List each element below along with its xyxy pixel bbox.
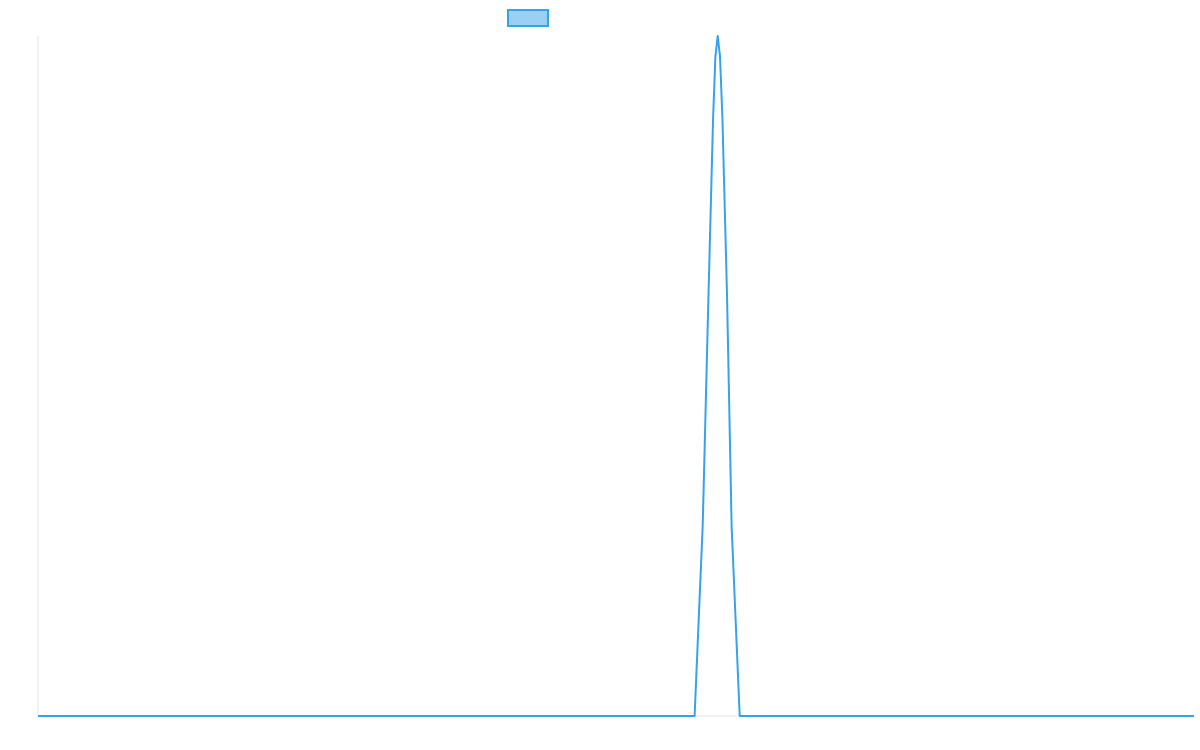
legend-swatch-0[interactable] <box>507 9 549 27</box>
legend[interactable] <box>507 9 549 27</box>
series-line-0[interactable] <box>38 35 1194 717</box>
axes-layer <box>37 36 1194 717</box>
series-layer <box>38 35 1194 717</box>
